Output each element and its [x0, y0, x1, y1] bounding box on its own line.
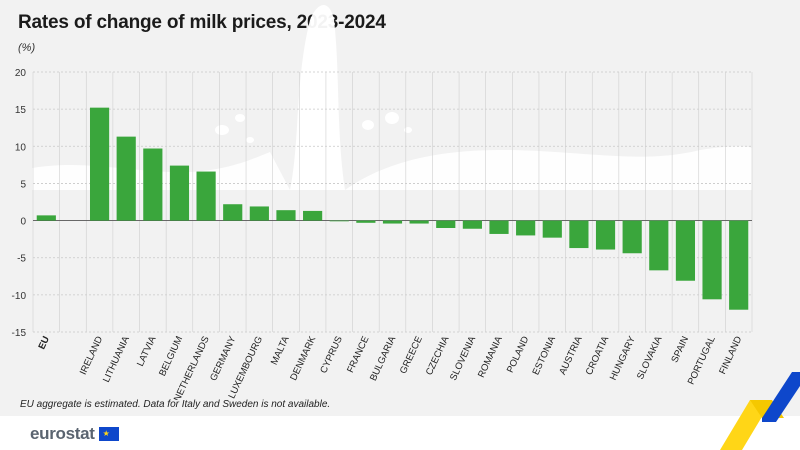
category-label: POLAND	[505, 335, 532, 375]
y-tick-label: -5	[17, 254, 26, 265]
y-tick-label: -10	[12, 291, 27, 302]
bar-portugal	[702, 220, 722, 300]
bar-ireland	[89, 107, 110, 221]
chart-title: Rates of change of milk prices, 2023-202…	[18, 12, 386, 33]
bar-france	[356, 220, 376, 223]
y-tick-label: 10	[15, 142, 27, 153]
gridlines	[32, 71, 753, 333]
bar-poland	[516, 220, 536, 236]
category-label: SLOVAKIA	[635, 334, 665, 381]
category-label: GREECE	[398, 335, 425, 376]
bar-netherlands	[196, 171, 216, 221]
bar-slovakia	[649, 220, 669, 271]
category-label: HUNGARY	[608, 334, 638, 382]
bar-germany	[223, 204, 243, 221]
bar-latvia	[143, 148, 163, 221]
category-label: MALTA	[269, 334, 292, 367]
category-label: FINLAND	[717, 335, 744, 377]
y-tick-label: 15	[15, 105, 27, 116]
y-tick-label: 20	[15, 68, 27, 79]
bar-denmark	[303, 210, 323, 221]
bar-greece	[409, 220, 429, 224]
bar-romania	[489, 220, 509, 234]
bar-eu	[36, 215, 56, 221]
bar-malta	[276, 210, 296, 221]
category-label: SLOVENIA	[448, 334, 478, 382]
eurostat-logo[interactable]: eurostat ★	[30, 424, 119, 444]
bar-slovenia	[462, 220, 482, 229]
y-tick-label: -15	[12, 328, 27, 339]
category-label: LATVIA	[135, 334, 159, 368]
category-label: ESTONIA	[530, 334, 558, 377]
bar-lithuania	[116, 136, 136, 221]
bar-luxembourg	[249, 206, 269, 221]
category-label: SPAIN	[669, 335, 691, 365]
y-tick-label: 0	[20, 217, 26, 228]
bar-spain	[675, 220, 696, 281]
category-label: FRANCE	[345, 335, 371, 375]
milk-splash-background	[32, 5, 752, 190]
bar-bulgaria	[382, 220, 403, 224]
category-label: DENMARK	[288, 334, 318, 382]
category-label: LITHUANIA	[101, 334, 132, 384]
footer-band	[0, 416, 800, 450]
brand-name: eurostat	[30, 424, 95, 443]
bar-croatia	[595, 220, 616, 250]
bar-austria	[569, 220, 589, 249]
bars	[36, 107, 749, 310]
category-label: CZECHIA	[424, 334, 452, 377]
eu-flag-icon: ★	[98, 427, 119, 441]
category-label: GERMANY	[208, 334, 239, 383]
footnote: EU aggregate is estimated. Data for Ital…	[20, 399, 331, 410]
category-label: ROMANIA	[476, 334, 505, 379]
category-label: EU	[36, 334, 52, 351]
corner-decoration	[720, 372, 800, 450]
bar-finland	[729, 220, 749, 310]
bar-cyprus	[329, 220, 349, 222]
category-label: IRELAND	[78, 335, 105, 377]
category-label: CYPRUS	[318, 335, 345, 376]
category-label: CROATIA	[584, 334, 612, 377]
y-tick-label: 5	[20, 179, 26, 190]
bar-czechia	[436, 220, 456, 228]
category-label: BULGARIA	[368, 334, 399, 383]
bar-belgium	[169, 165, 190, 221]
unit-label: (%)	[18, 42, 36, 54]
category-label: AUSTRIA	[557, 334, 585, 377]
bar-hungary	[622, 220, 642, 254]
category-label: BELGIUM	[157, 335, 185, 378]
bar-estonia	[542, 220, 562, 238]
